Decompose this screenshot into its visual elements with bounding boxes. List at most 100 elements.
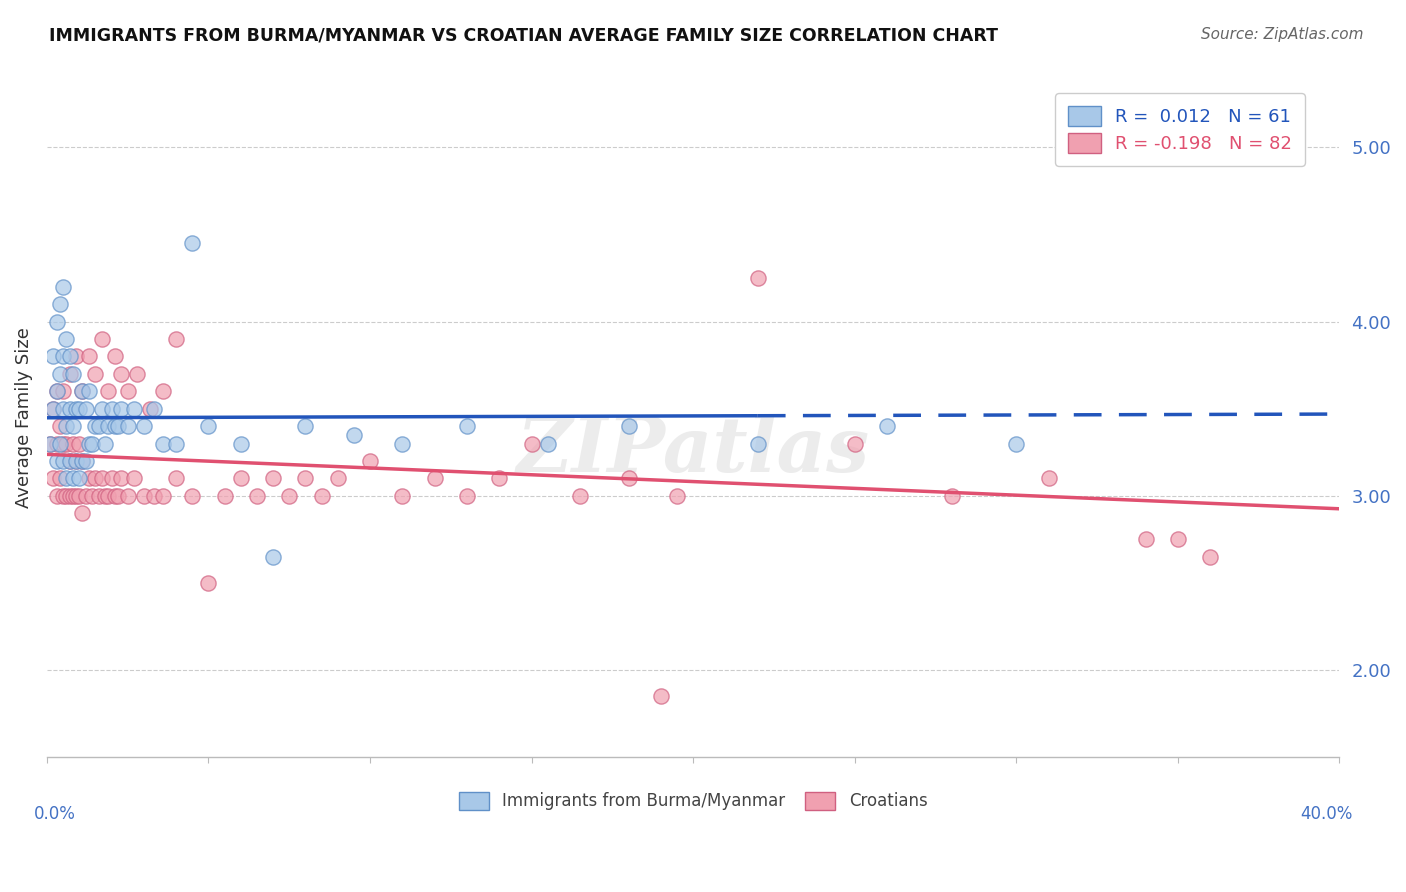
Point [262,471,284,485]
Point [72,454,94,468]
Point [52,384,75,399]
Point [45,384,67,399]
Point [650,690,672,704]
Point [52,350,75,364]
Point [941,489,963,503]
Point [246,489,269,503]
Point [110,401,132,416]
Point [294,471,316,485]
Point [55,332,77,346]
Point [107,419,129,434]
Point [58,489,80,503]
Point [110,367,132,381]
Point [537,436,560,450]
Point [197,419,219,434]
Point [45,314,67,328]
Point [87,419,110,434]
Point [569,489,592,503]
Point [488,471,510,485]
Point [42,401,65,416]
Point [139,401,162,416]
Point [229,436,252,450]
Point [520,436,543,450]
Point [1167,533,1189,547]
Point [58,454,80,468]
Point [62,471,84,485]
Point [127,367,149,381]
Point [52,401,75,416]
Point [45,436,67,450]
Text: 40.0%: 40.0% [1301,805,1353,823]
Point [75,401,97,416]
Point [343,428,366,442]
Point [75,489,97,503]
Point [65,454,87,468]
Point [42,350,65,364]
Point [181,489,204,503]
Point [391,489,413,503]
Point [1135,533,1157,547]
Point [181,236,204,251]
Point [747,436,769,450]
Point [65,489,87,503]
Point [82,489,104,503]
Point [152,436,174,450]
Point [62,419,84,434]
Point [49,471,72,485]
Point [423,471,446,485]
Point [122,401,145,416]
Point [132,489,155,503]
Point [456,419,478,434]
Point [77,471,100,485]
Point [52,436,75,450]
Point [94,489,117,503]
Point [39,436,62,450]
Point [84,367,107,381]
Point [77,436,100,450]
Point [104,489,127,503]
Point [49,419,72,434]
Point [97,489,120,503]
Point [97,419,120,434]
Point [55,489,77,503]
Point [72,384,94,399]
Point [67,436,90,450]
Text: ZIPatlas: ZIPatlas [516,415,870,489]
Point [1199,549,1222,564]
Point [49,436,72,450]
Point [90,401,112,416]
Text: 0.0%: 0.0% [34,805,76,823]
Point [100,401,122,416]
Point [42,471,65,485]
Point [294,419,316,434]
Point [152,384,174,399]
Point [82,436,104,450]
Point [359,454,381,468]
Point [62,367,84,381]
Point [45,489,67,503]
Point [62,489,84,503]
Point [49,297,72,311]
Point [72,454,94,468]
Point [94,436,117,450]
Text: IMMIGRANTS FROM BURMA/MYANMAR VS CROATIAN AVERAGE FAMILY SIZE CORRELATION CHART: IMMIGRANTS FROM BURMA/MYANMAR VS CROATIA… [49,27,998,45]
Point [39,436,62,450]
Point [90,332,112,346]
Point [55,471,77,485]
Point [391,436,413,450]
Point [117,489,139,503]
Point [214,489,236,503]
Y-axis label: Average Family Size: Average Family Size [15,327,32,508]
Point [55,436,77,450]
Point [65,401,87,416]
Point [326,471,349,485]
Point [58,454,80,468]
Point [617,471,640,485]
Point [52,454,75,468]
Point [62,436,84,450]
Point [197,576,219,591]
Point [132,419,155,434]
Point [45,454,67,468]
Point [278,489,301,503]
Point [844,436,866,450]
